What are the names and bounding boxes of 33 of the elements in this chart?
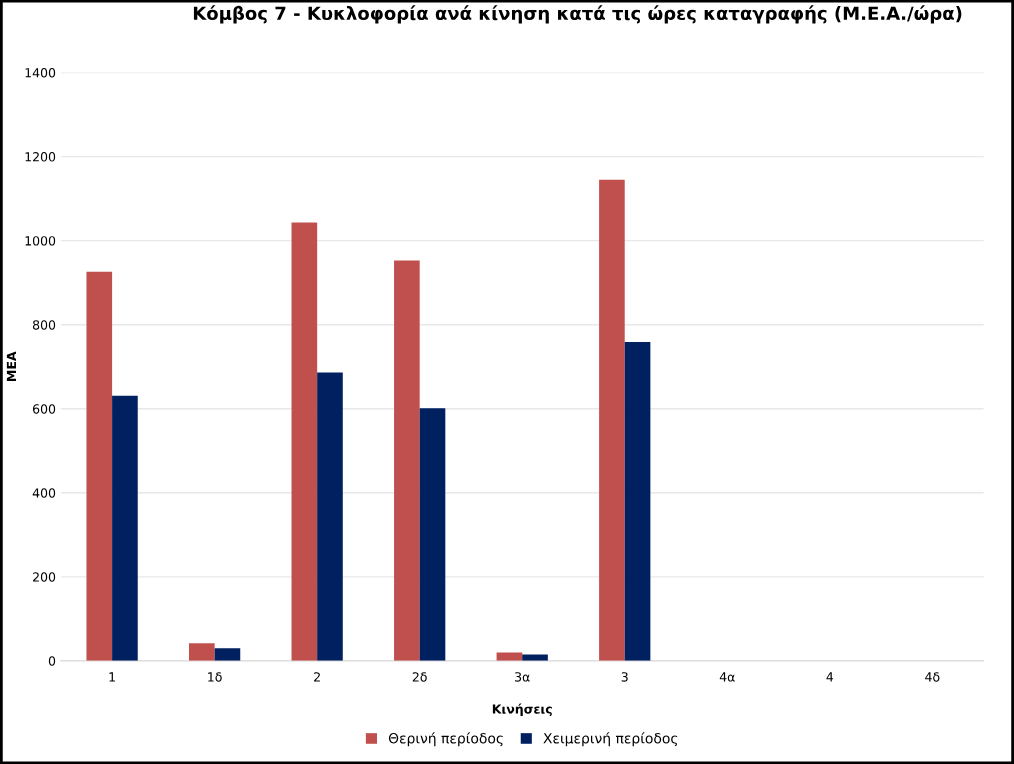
y-tick-label: 400 [32,488,56,498]
chart-title: Κόμβος 7 - Κυκλοφορία ανά κίνηση κατά τις ώρες καταγραφής (Μ.Ε.Α./ώρα) [193,5,962,24]
bar [86,271,113,661]
y-tick-label: 1200 [25,152,56,162]
x-tick-label: 1 [109,672,115,682]
x-tick-label: 2δ [412,672,427,682]
y-tick-label: 200 [33,572,56,582]
y-axis-title: ΜΕΑ [6,351,17,381]
x-tick-label: 2 [314,672,320,682]
bar [394,260,420,661]
y-tick-label: 0 [48,656,56,666]
bar [419,408,446,661]
bar [599,179,625,661]
y-tick-label: 800 [32,320,56,330]
bar [214,648,241,661]
x-tick-label: 1δ [208,672,222,682]
bar [624,341,651,661]
y-tick-label: 1400 [25,68,56,78]
bar [317,372,343,661]
legend-label: Χειμερινή περίοδος [543,732,678,747]
y-tick-label: 600 [32,404,56,414]
x-tick-label: 4 [826,672,834,682]
y-tick-label: 1000 [25,236,56,246]
bar [496,652,523,661]
bar [112,395,138,661]
legend-label: Θερινή περίοδος [388,732,503,747]
x-tick-label: 4α [719,672,735,682]
x-tick-label: 3 [621,672,628,682]
x-axis-title: Κινήσεις [492,703,552,717]
x-tick-label: 4δ [925,672,940,682]
x-tick-label: 3α [515,672,530,682]
bar [291,222,318,661]
bar [189,643,215,661]
